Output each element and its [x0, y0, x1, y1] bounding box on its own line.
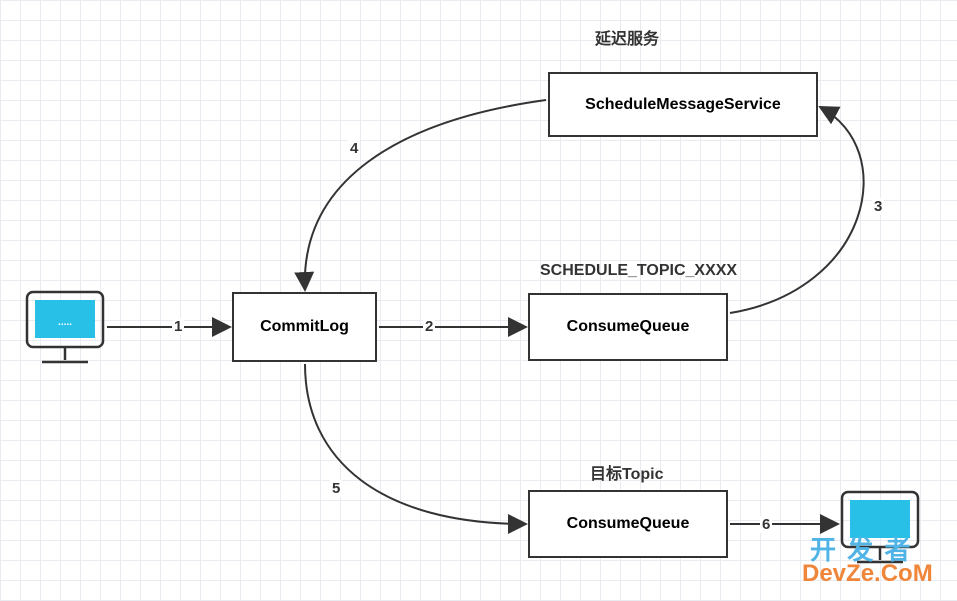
label-schedule-topic: SCHEDULE_TOPIC_XXXX [540, 262, 737, 280]
watermark-line2: DevZe.CoM [802, 560, 933, 588]
edge-label-3: 3 [872, 198, 884, 215]
node-commit-log: CommitLog [232, 292, 377, 362]
edge-label-4: 4 [348, 140, 360, 157]
edge-label-2: 2 [423, 318, 435, 335]
node-label: ConsumeQueue [567, 515, 690, 533]
node-label: CommitLog [260, 318, 349, 336]
label-delay-service: 延迟服务 [595, 25, 659, 49]
node-consume-queue-2: ConsumeQueue [528, 490, 728, 558]
node-schedule-service: ScheduleMessageService [548, 72, 818, 137]
label-target-topic: 目标Topic [590, 460, 663, 484]
edge-label-5: 5 [330, 480, 342, 497]
node-consume-queue-1: ConsumeQueue [528, 293, 728, 361]
edge-label-1: 1 [172, 318, 184, 335]
edge-label-6: 6 [760, 516, 772, 533]
node-label: ConsumeQueue [567, 318, 690, 336]
node-label: ScheduleMessageService [585, 96, 781, 114]
